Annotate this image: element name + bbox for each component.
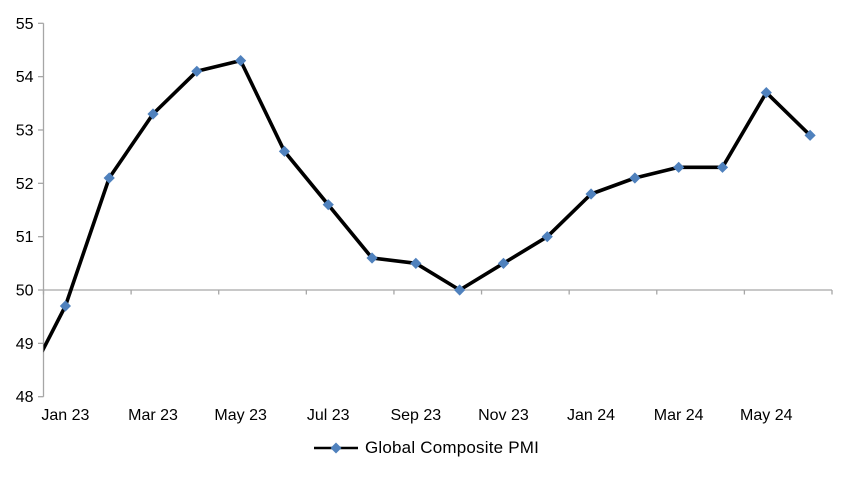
- data-point-marker: [804, 129, 816, 141]
- data-point-marker: [191, 65, 203, 77]
- data-point-marker: [673, 161, 685, 173]
- x-tick-label: Jan 24: [567, 407, 615, 424]
- x-tick-label: Mar 23: [128, 407, 178, 424]
- data-point-marker: [497, 257, 510, 269]
- data-point-marker: [235, 55, 247, 67]
- data-point-marker: [760, 87, 772, 99]
- x-tick-label: Sep 23: [390, 407, 441, 424]
- data-point-marker: [454, 284, 466, 296]
- data-point-marker: [147, 108, 159, 120]
- y-tick-label: 50: [16, 283, 34, 300]
- y-tick-label: 53: [16, 122, 34, 139]
- x-tick-label: May 24: [740, 407, 793, 424]
- y-tick-label: 52: [16, 176, 34, 193]
- x-tick-label: Jan 23: [41, 407, 89, 424]
- x-tick-label: Nov 23: [478, 407, 529, 424]
- data-point-marker: [541, 231, 553, 243]
- pmi-data-line: [43, 58, 812, 353]
- y-tick-label: 55: [16, 16, 34, 33]
- data-point-marker: [410, 257, 422, 269]
- y-tick-label: 51: [16, 229, 34, 246]
- y-tick-label: 49: [16, 336, 34, 353]
- legend-line-marker-icon: [313, 442, 358, 454]
- legend: Global Composite PMI: [0, 438, 852, 458]
- data-point-marker: [103, 172, 115, 184]
- legend-label: Global Composite PMI: [364, 438, 540, 457]
- data-point-marker: [322, 199, 334, 211]
- data-point-marker: [585, 188, 597, 200]
- data-point-marker: [278, 145, 291, 157]
- x-tick-label: Jul 23: [307, 407, 350, 424]
- y-tick-label: 54: [16, 69, 34, 86]
- data-point-marker: [366, 252, 378, 264]
- data-point-marker: [629, 172, 641, 184]
- chart-plot-area: 48 49 50 51 52 53 54 55 Jan 23 Mar 23 May 23 Jul 23…: [16, 16, 833, 424]
- x-tick-label: Mar 24: [654, 407, 704, 424]
- data-point-marker: [59, 300, 72, 312]
- x-tick-label: May 23: [214, 407, 267, 424]
- data-point-marker: [716, 161, 729, 173]
- y-tick-label: 48: [16, 389, 34, 406]
